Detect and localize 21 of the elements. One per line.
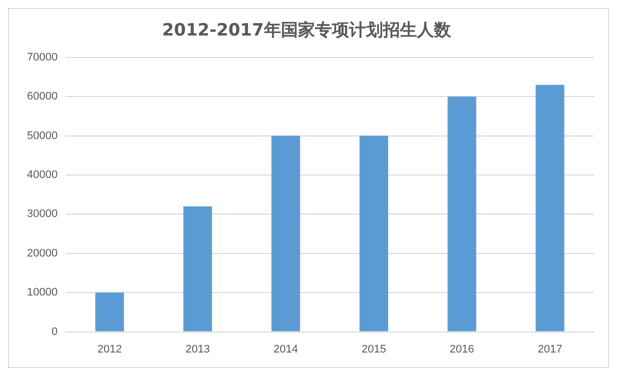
x-tick-label: 2017 <box>538 343 562 356</box>
bar <box>95 292 124 332</box>
y-tick-label: 20000 <box>26 247 58 260</box>
bar <box>448 96 476 332</box>
x-tick-label: 2016 <box>450 343 474 356</box>
x-tick-label: 2012 <box>97 343 122 356</box>
x-tick-label: 2015 <box>362 343 386 356</box>
y-tick-label: 30000 <box>26 208 58 220</box>
bar <box>536 84 564 332</box>
y-tick-label: 0 <box>51 326 58 338</box>
x-tick-label: 2013 <box>185 343 210 356</box>
y-tick-label: 70000 <box>26 51 58 64</box>
y-tick-label: 10000 <box>26 286 58 299</box>
y-tick-label: 50000 <box>26 130 58 142</box>
bar <box>360 136 388 332</box>
chart-title: 2012-2017年国家专项计划招生人数 <box>162 20 452 41</box>
bar <box>271 136 300 332</box>
x-tick-label: 2014 <box>274 343 298 356</box>
y-tick-label: 60000 <box>26 90 58 103</box>
bar <box>183 206 212 332</box>
y-tick-label: 40000 <box>26 169 58 182</box>
